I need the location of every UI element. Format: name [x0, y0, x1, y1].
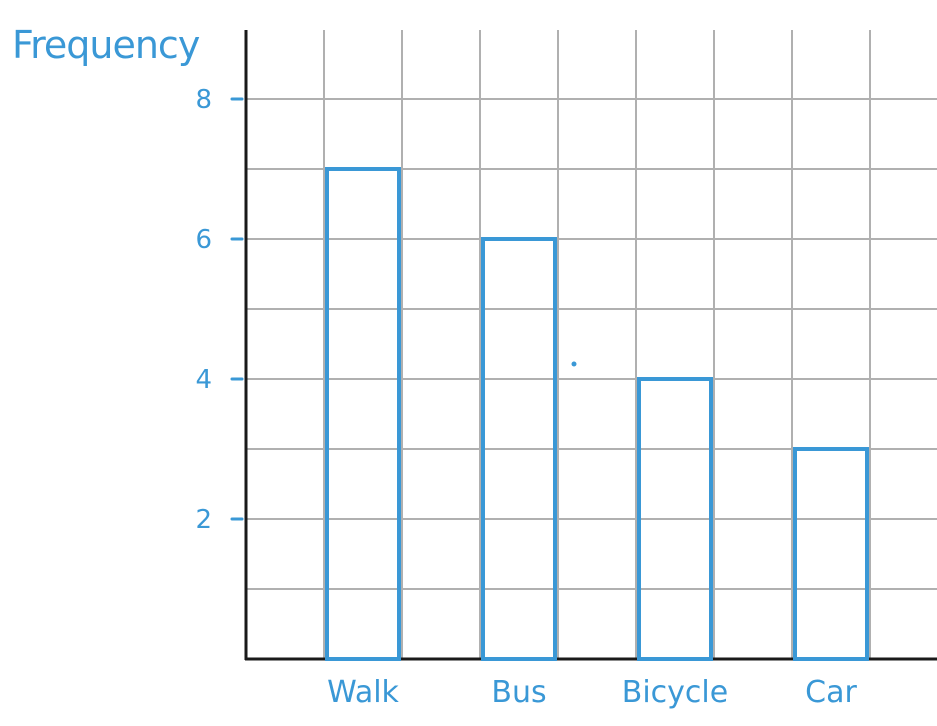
y-tick-label: 2: [195, 505, 212, 535]
grid: [246, 30, 937, 659]
bar-walk: [325, 167, 401, 661]
y-axis-label: Frequency: [12, 23, 200, 67]
y-tick-label: 8: [195, 85, 212, 115]
bars: [325, 167, 869, 661]
stray-mark: [571, 361, 577, 367]
x-tick-label: Bus: [491, 675, 546, 710]
x-tick-label: Car: [805, 675, 857, 710]
y-tick-label: 6: [195, 225, 212, 255]
bar-bicycle: [637, 377, 713, 661]
x-tick-label: Walk: [327, 675, 399, 710]
y-ticks: 2 4 6 8: [195, 85, 244, 535]
bar-car: [793, 447, 869, 661]
axes: [244, 30, 937, 661]
x-tick-label: Bicycle: [622, 675, 728, 710]
x-ticks: Walk Bus Bicycle Car: [327, 675, 857, 710]
bar-bus: [481, 237, 557, 661]
y-tick-label: 4: [195, 365, 212, 395]
